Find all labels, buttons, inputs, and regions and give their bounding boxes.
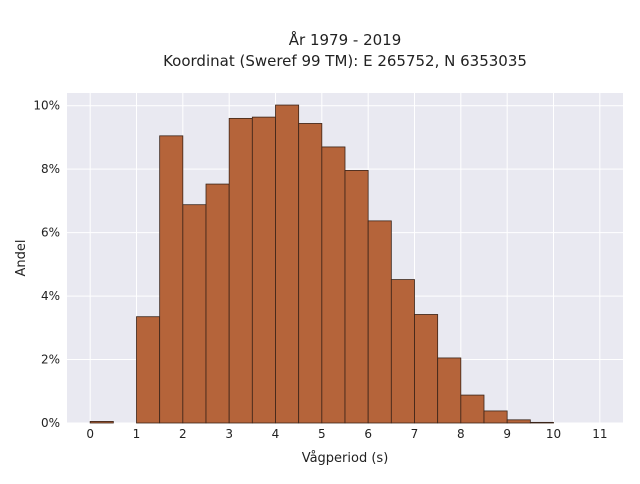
histogram-bar [529,421,554,424]
x-axis-ticks: 0 1 2 3 4 5 6 7 8 9 10 11 [86,427,607,441]
x-tick-label: 3 [225,427,233,441]
histogram-bar [275,104,300,424]
x-axis-label: Vågperiod (s) [302,451,389,466]
histogram-bar [159,135,184,424]
x-tick-label: 8 [457,427,465,441]
histogram-bar [298,123,323,424]
histogram-bar [321,146,346,424]
histogram-bar [367,220,392,424]
histogram-bar [136,316,161,424]
histogram-bar [437,357,462,424]
histogram-bar [205,183,230,424]
x-tick-label: 5 [318,427,326,441]
y-tick-label: 2% [41,353,60,367]
chart-title-line2: Koordinat (Sweref 99 TM): E 265752, N 63… [163,52,527,70]
x-tick-label: 11 [592,427,607,441]
histogram-bar [460,394,485,424]
histogram-bar [182,204,207,424]
histogram-bar [228,117,253,424]
x-tick-label: 9 [503,427,511,441]
histogram-bar [251,116,276,424]
x-tick-label: 4 [272,427,280,441]
histogram-bar [414,314,439,424]
y-tick-label: 8% [41,162,60,176]
x-tick-label: 1 [133,427,141,441]
histogram-bar [506,419,531,424]
histogram-bar [89,421,114,424]
y-tick-label: 6% [41,226,60,240]
x-tick-label: 10 [546,427,561,441]
chart-title-line1: År 1979 - 2019 [289,30,402,49]
y-axis-label: Andel [14,240,29,277]
x-tick-label: 0 [86,427,94,441]
y-tick-label: 0% [41,416,60,430]
histogram-bar [483,410,508,424]
histogram-bar [390,279,415,424]
x-tick-label: 2 [179,427,187,441]
y-axis-ticks: 0% 2% 4% 6% 8% 10% [33,99,60,430]
x-tick-label: 7 [411,427,419,441]
y-tick-label: 4% [41,289,60,303]
histogram-bars [89,104,554,424]
x-tick-label: 6 [364,427,372,441]
y-tick-label: 10% [33,99,60,113]
histogram-bar [344,170,369,424]
